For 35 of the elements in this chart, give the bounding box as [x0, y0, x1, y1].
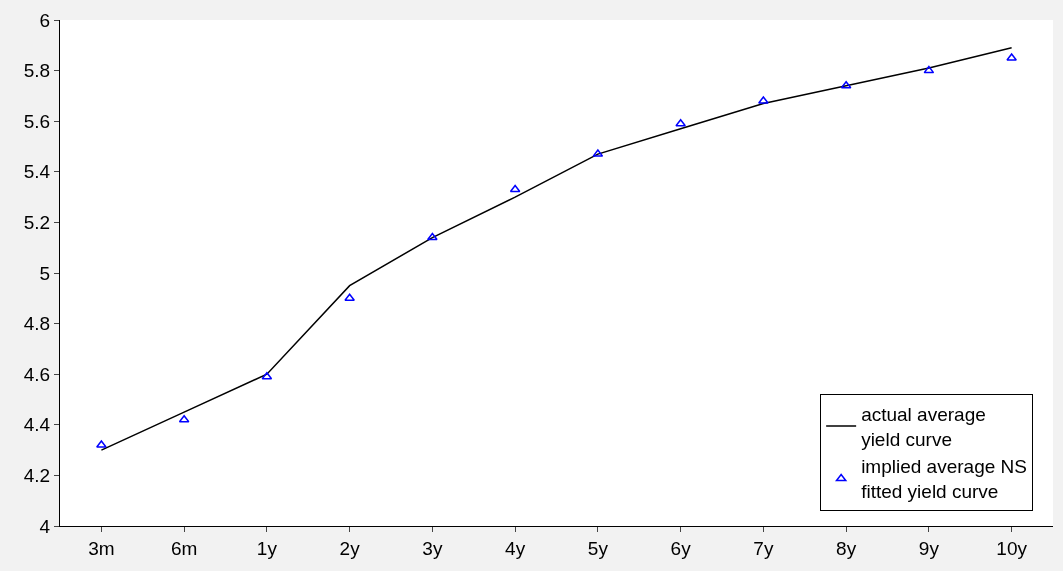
point: [509, 184, 521, 193]
y-tick-label: 5.4: [23, 161, 51, 183]
x-tick-label: 6y: [670, 537, 692, 559]
y-tick-label: 6: [39, 9, 51, 31]
legend-label: implied average NS fitted yield curve: [861, 456, 1027, 503]
y-tick-label: 4.4: [23, 414, 51, 436]
y-tick-label: 5.8: [23, 60, 51, 82]
x-tick-label: 9y: [918, 537, 940, 559]
point: [178, 414, 190, 423]
point: [261, 371, 273, 380]
x-tick-label: 2y: [339, 537, 361, 559]
y-tick-label: 5.6: [23, 110, 51, 132]
y-tick-label: 4.6: [23, 363, 51, 385]
y-tick-label: 4.8: [23, 313, 51, 335]
point: [427, 232, 438, 241]
x-tick-label: 7y: [753, 537, 774, 559]
point: [344, 293, 355, 302]
x-tick-label: 1y: [256, 537, 278, 559]
point: [1006, 53, 1017, 61]
point: [923, 65, 935, 74]
x-tick-label: 5y: [587, 537, 609, 559]
y-tick-label: 4: [39, 515, 51, 537]
y-tick-label: 5: [39, 262, 51, 284]
point: [96, 440, 107, 448]
x-tick-label: 3m: [88, 537, 115, 559]
x-tick-label: 10y: [996, 537, 1028, 559]
x-tick-label: 8y: [836, 537, 857, 559]
line-series: [100, 47, 1013, 451]
x-tick-label: 4y: [505, 537, 526, 559]
y-tick-label: 5.2: [23, 212, 51, 234]
point: [675, 118, 686, 127]
x-tick-label: 3y: [422, 537, 443, 559]
x-tick-label: 6m: [170, 537, 198, 559]
point: [758, 96, 769, 104]
y-tick-label: 4.2: [23, 465, 51, 487]
